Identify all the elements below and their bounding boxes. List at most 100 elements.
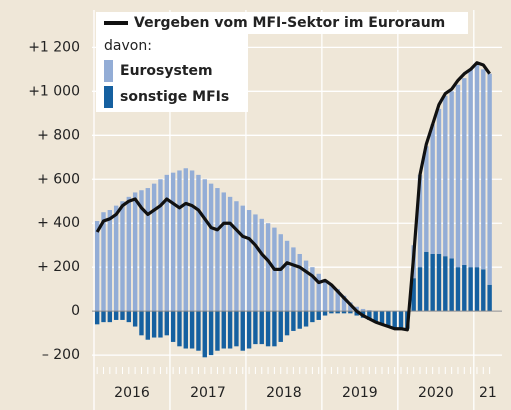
- bar: [455, 267, 461, 312]
- bar: [145, 311, 151, 340]
- bar: [259, 218, 264, 312]
- y-tick-label: + 600: [37, 171, 80, 187]
- x-tick-label: 2019: [342, 385, 378, 401]
- bar: [386, 311, 391, 327]
- bar: [183, 168, 188, 312]
- bar: [196, 174, 201, 312]
- bar: [234, 201, 239, 312]
- bar: [449, 258, 454, 312]
- bar: [272, 311, 277, 347]
- y-tick-label: + 800: [37, 127, 80, 143]
- bar: [240, 311, 245, 351]
- bar: [202, 311, 207, 358]
- legend-label: Vergeben vom MFI-Sektor im Euroraum: [134, 15, 445, 31]
- x-tick-label: 2018: [266, 385, 302, 401]
- y-tick-label: + 200: [37, 259, 80, 275]
- bar: [291, 247, 296, 312]
- bar: [120, 201, 125, 312]
- bar: [297, 311, 302, 329]
- bar: [126, 311, 132, 323]
- legend-swatch: [104, 60, 113, 82]
- bar: [227, 311, 233, 349]
- bar: [398, 311, 404, 329]
- bar: [259, 311, 264, 345]
- bar: [126, 196, 132, 312]
- bar: [265, 223, 271, 312]
- bar: [487, 284, 492, 312]
- bar: [449, 91, 454, 259]
- bar: [240, 205, 245, 312]
- y-tick-label: +1 000: [28, 83, 80, 99]
- bar: [424, 251, 429, 312]
- bar: [436, 108, 442, 254]
- bar: [417, 174, 423, 268]
- bar: [417, 267, 423, 312]
- bar: [291, 311, 296, 331]
- bar: [94, 221, 100, 312]
- bar: [101, 212, 106, 312]
- bar: [170, 172, 176, 312]
- bar: [443, 95, 448, 257]
- bar: [297, 253, 302, 312]
- bar: [158, 179, 163, 312]
- bar: [145, 188, 151, 312]
- bar: [341, 295, 347, 312]
- bar: [253, 311, 258, 345]
- bar: [101, 311, 106, 323]
- bar: [132, 192, 138, 312]
- bar: [430, 124, 435, 254]
- bar: [367, 311, 372, 320]
- bar: [481, 69, 486, 270]
- legend-box: [96, 12, 468, 34]
- bar: [151, 311, 157, 338]
- bar: [221, 192, 226, 312]
- bar: [379, 311, 385, 325]
- legend-label: Eurosystem: [120, 63, 213, 79]
- bar: [335, 289, 340, 312]
- bar: [208, 311, 214, 356]
- bar: [335, 311, 340, 314]
- bar: [474, 267, 480, 312]
- x-tick-label: 2020: [418, 385, 454, 401]
- bar: [354, 311, 359, 316]
- bar: [164, 311, 169, 336]
- bar: [278, 234, 283, 312]
- bar: [284, 240, 290, 312]
- bar: [113, 311, 119, 320]
- bar: [316, 273, 321, 312]
- legend-swatch: [104, 86, 113, 108]
- bar: [139, 190, 144, 312]
- bar: [177, 311, 182, 347]
- bar: [265, 311, 271, 347]
- bar: [443, 256, 448, 312]
- bar: [462, 78, 467, 265]
- bar: [215, 188, 220, 312]
- bar: [487, 73, 492, 285]
- bar: [107, 311, 113, 323]
- bar: [158, 311, 163, 338]
- bar: [373, 311, 378, 323]
- bar: [481, 269, 486, 312]
- bar: [468, 69, 473, 268]
- bar: [120, 311, 125, 320]
- bar: [367, 310, 372, 312]
- bar: [322, 280, 328, 312]
- bar: [284, 311, 290, 336]
- bar: [227, 196, 233, 312]
- bar: [392, 311, 397, 329]
- bar: [189, 170, 195, 312]
- bar: [329, 311, 334, 314]
- bar: [151, 183, 157, 312]
- bar: [246, 311, 252, 349]
- bar: [221, 311, 226, 349]
- bar: [474, 64, 480, 268]
- bar: [170, 311, 176, 342]
- bar: [411, 278, 416, 312]
- bar: [303, 260, 309, 312]
- bar: [107, 210, 113, 312]
- y-tick-label: 0: [71, 303, 80, 319]
- bar: [424, 146, 429, 252]
- y-tick-label: + 400: [37, 215, 80, 231]
- x-tick-label: 2017: [190, 385, 226, 401]
